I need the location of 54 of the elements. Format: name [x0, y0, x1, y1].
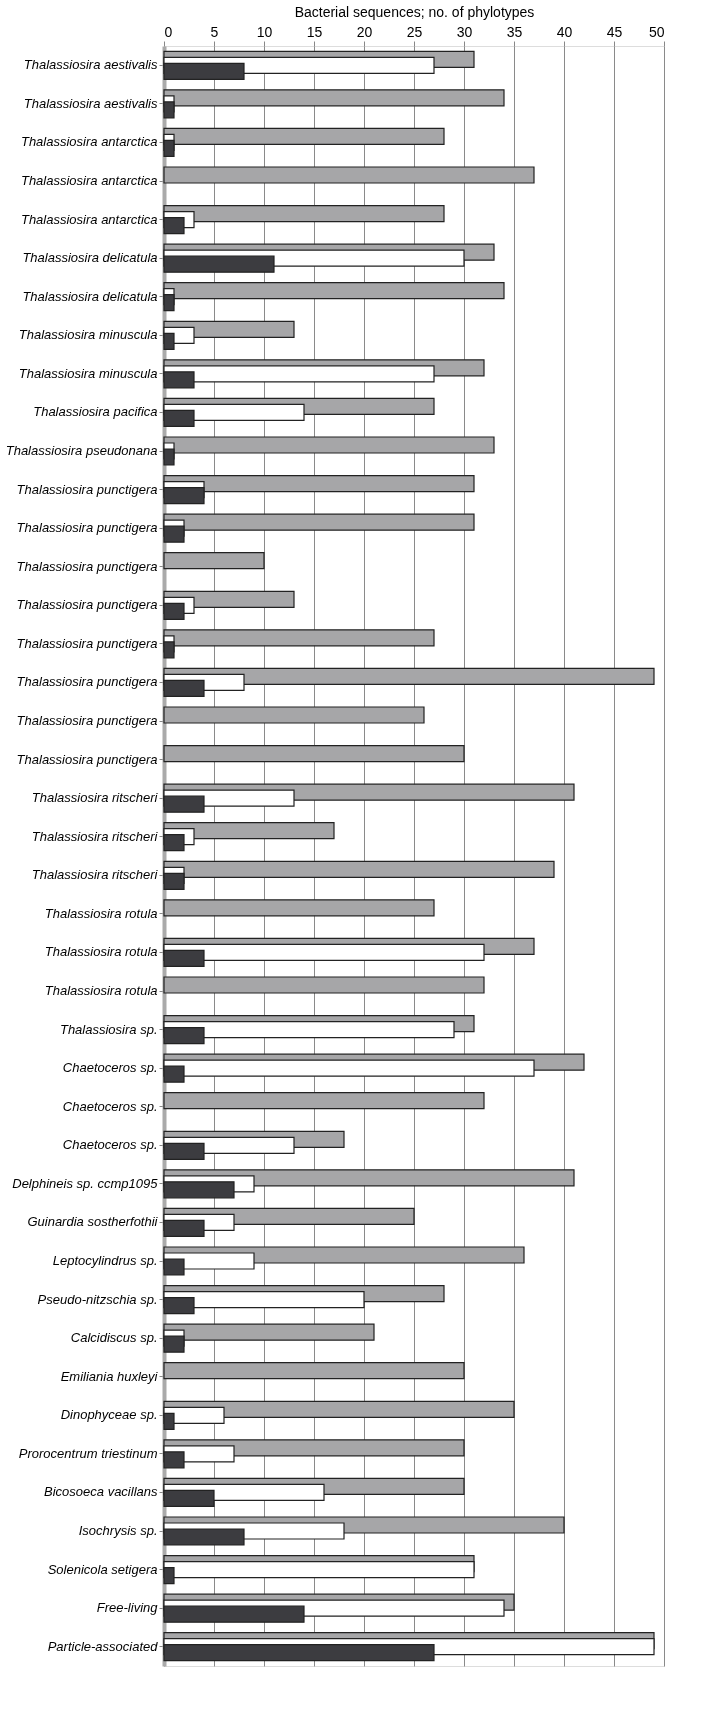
y-tick-label: Thalassiosira sp.	[59, 1021, 158, 1037]
y-tick-label: Thalassiosira delicatula	[22, 250, 158, 266]
y-tick-label: Chaetoceros sp.	[62, 1060, 158, 1076]
y-tick-label: Isochrysis sp.	[78, 1523, 158, 1538]
y-tick-label: Pseudo-nitzschia sp.	[37, 1291, 158, 1307]
y-tick-label: Thalassiosira aestivalis	[23, 57, 158, 73]
y-tick-label: Thalassiosira ritscheri	[31, 790, 159, 806]
y-tick-label: Free-living	[96, 1600, 159, 1616]
y-tick-label: Chaetoceros sp.	[62, 1137, 158, 1153]
x-tick-label: 10	[256, 23, 273, 40]
y-tick-label: Chaetoceros sp.	[62, 1098, 158, 1114]
x-tick-label: 0	[164, 23, 173, 40]
y-tick-label: Prorocentrum triestinum	[18, 1445, 158, 1461]
y-tick-label: Thalassiosira punctigera	[16, 635, 158, 651]
y-tick-label: Thalassiosira antarctica	[20, 173, 158, 188]
x-axis-title: Bacterial sequences; no. of phylotypes	[294, 3, 535, 20]
y-tick-label: Thalassiosira pseudonana	[5, 443, 158, 458]
y-tick-label: Leptocylindrus sp.	[52, 1253, 158, 1268]
y-tick-label: Calcidiscus sp.	[70, 1330, 158, 1346]
y-tick-label: Thalassiosira delicatula	[22, 288, 158, 304]
y-tick-label: Thalassiosira punctigera	[16, 481, 158, 497]
y-tick-label: Thalassiosira pacifica	[33, 404, 158, 420]
y-tick-label: Thalassiosira ritscheri	[31, 828, 159, 844]
y-tick-label: Thalassiosira rotula	[44, 983, 158, 998]
y-tick-label: Thalassiosira ritscheri	[31, 867, 159, 883]
y-tick-label: Thalassiosira aestivalis	[23, 95, 158, 111]
y-tick-label: Thalassiosira minuscula	[18, 365, 158, 381]
y-tick-label: Guinardia sostherfothii	[27, 1214, 159, 1230]
y-tick-label: Bicosoeca vacillans	[44, 1484, 158, 1500]
y-tick-label: Thalassiosira antarctica	[20, 134, 158, 150]
y-tick-label: Particle-associated	[47, 1638, 159, 1654]
x-tick-label: 15	[306, 23, 323, 40]
x-tick-label: 5	[210, 23, 219, 40]
y-tick-label: Thalassiosira antarctica	[20, 211, 158, 227]
y-tick-label: Dinophyceae sp.	[60, 1407, 158, 1423]
y-tick-label: Thalassiosira punctigera	[16, 558, 158, 574]
x-tick-label: 20	[356, 23, 373, 40]
y-tick-label: Thalassiosira punctigera	[16, 713, 158, 728]
y-tick-label: Solenicola setigera	[47, 1561, 158, 1577]
y-tick-label: Thalassiosira rotula	[44, 905, 158, 921]
y-tick-label: Thalassiosira punctigera	[16, 597, 158, 613]
y-tick-label: Thalassiosira punctigera	[16, 751, 158, 767]
x-tick-label: 40	[556, 23, 573, 40]
y-tick-label: Thalassiosira rotula	[44, 944, 158, 960]
x-tick-label: 25	[406, 23, 423, 40]
x-tick-label: 35	[506, 23, 523, 40]
x-tick-label: 50	[648, 23, 665, 40]
y-tick-label: Thalassiosira punctigera	[16, 674, 158, 690]
y-tick-label: Thalassiosira minuscula	[18, 327, 158, 343]
y-tick-label: Delphineis sp. ccmp1095	[12, 1175, 159, 1191]
y-tick-label: Thalassiosira punctigera	[16, 520, 158, 536]
x-tick-label: 30	[456, 23, 473, 40]
y-tick-label: Emiliania huxleyi	[60, 1368, 159, 1384]
x-tick-label: 45	[606, 23, 623, 40]
